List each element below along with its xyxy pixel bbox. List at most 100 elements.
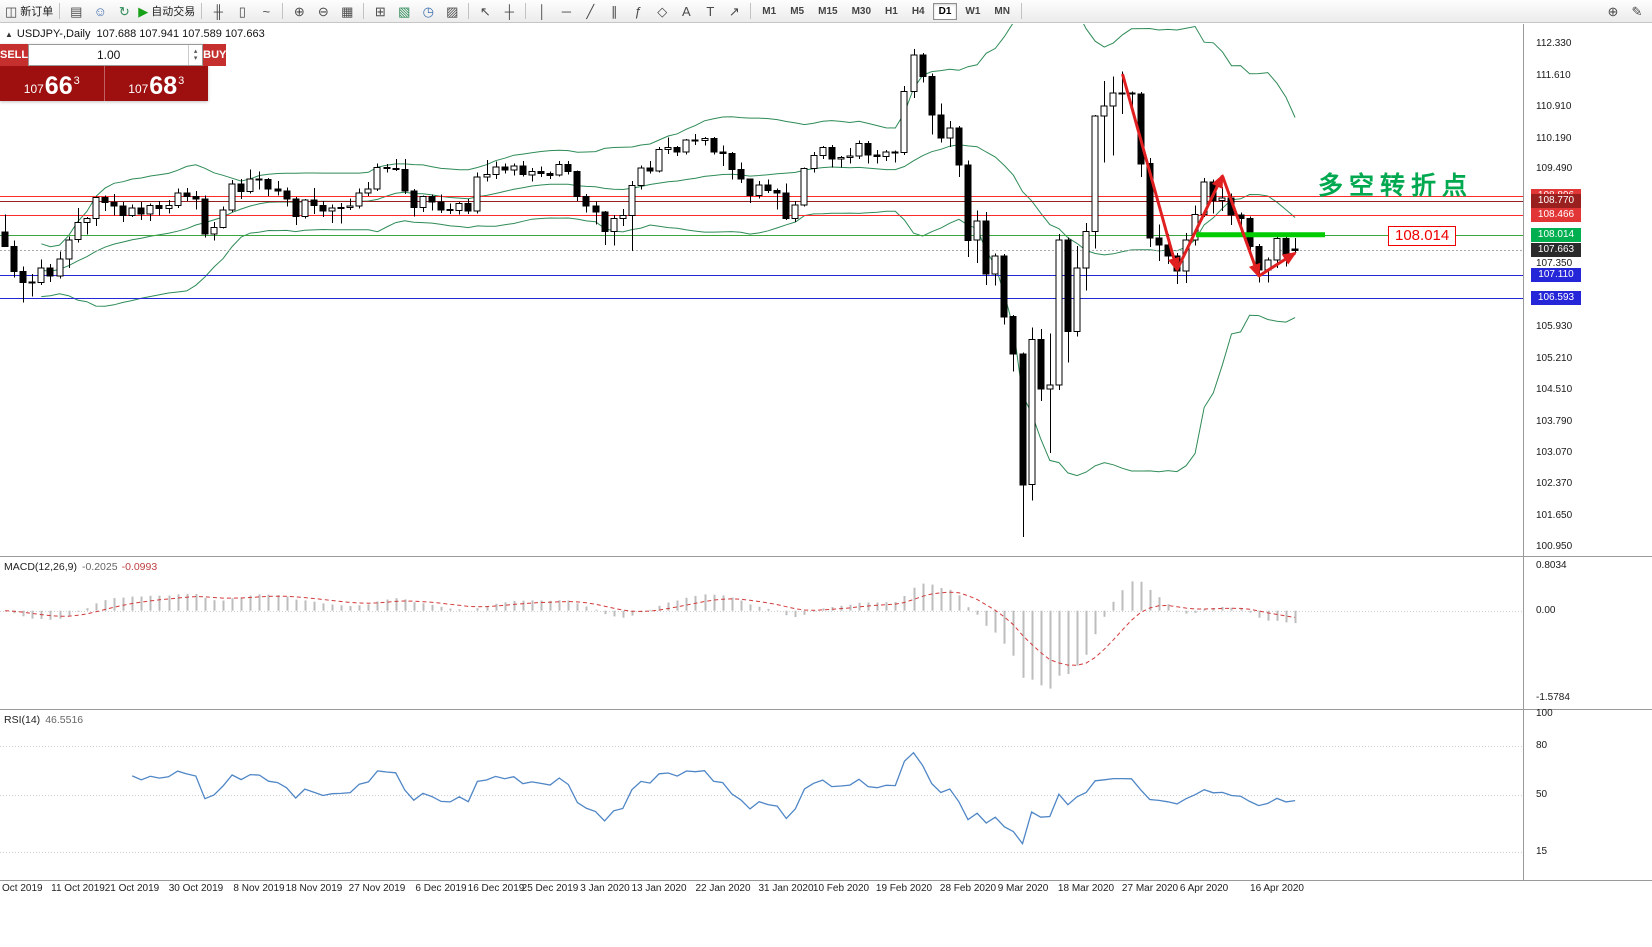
date-axis-label: 10 Feb 2020 [812, 883, 870, 894]
rsi-canvas[interactable] [0, 711, 1523, 879]
price-axis-label: 104.510 [1536, 384, 1573, 395]
arrow-tools-icon[interactable]: ↗ [722, 2, 746, 21]
symbol-title: USDJPY-,Daily [16, 28, 91, 40]
buy-price-display[interactable]: 107 68 3 [105, 66, 209, 101]
sell-price-display[interactable]: 107 66 3 [0, 66, 104, 101]
candlestick-icon: ▯ [238, 3, 246, 19]
panel-separator [0, 880, 1652, 881]
new-order-icon: ◫ [5, 3, 18, 19]
refresh-icon: ↻ [118, 3, 130, 19]
buy-price-bigfigure: 107 [128, 82, 149, 96]
sell-button[interactable]: SELL [0, 44, 29, 66]
magnifier-icon[interactable]: ⊕ [1601, 2, 1625, 21]
fibonacci-icon[interactable]: ƒ [626, 2, 650, 21]
price-axis-label: 109.490 [1536, 163, 1573, 174]
profile-icon[interactable]: ☺ [88, 2, 112, 21]
date-axis-label: 6 Dec 2019 [415, 883, 467, 894]
price-level-badge: 106.593 [1531, 291, 1581, 305]
date-axis-label: 25 Dec 2019 [521, 883, 579, 894]
date-axis-label: 16 Apr 2020 [1250, 883, 1304, 894]
label-icon[interactable]: T [698, 2, 722, 21]
line-chart-icon: ~ [262, 3, 271, 19]
horizontal-line-icon[interactable]: ─ [554, 2, 578, 21]
volume-field: ▴ ▾ [28, 44, 204, 66]
shapes-icon[interactable]: ◇ [650, 2, 674, 21]
tile-windows-icon[interactable]: ⊞ [368, 2, 392, 21]
price-axis-label: 112.330 [1536, 38, 1572, 49]
volume-increase-button[interactable]: ▴ [193, 48, 198, 55]
price-axis-label: 110.190 [1536, 133, 1572, 144]
bar-chart-icon[interactable]: ╫ [206, 2, 230, 21]
timeframe-m1[interactable]: M1 [762, 5, 777, 17]
date-axis-label: 6 Apr 2020 [1179, 883, 1229, 894]
date-axis-label: 21 Oct 2019 [104, 883, 160, 894]
date-axis-label: 28 Feb 2020 [939, 883, 997, 894]
zoom-out-icon[interactable]: ⊖ [311, 2, 335, 21]
buy-price-point: 3 [178, 75, 185, 87]
toolbar-separator [59, 3, 61, 19]
pencil-icon: ✎ [1631, 3, 1643, 19]
timeframe-d1[interactable]: D1 [932, 2, 958, 20]
chart-symbol-label: ▲ USDJPY-,Daily 107.688 107.941 107.589 10… [5, 28, 265, 40]
templates-icon[interactable]: ▨ [440, 2, 464, 21]
timeframe-h4[interactable]: H4 [911, 5, 925, 17]
period-clock-icon[interactable]: ◷ [416, 2, 440, 21]
pencil-icon[interactable]: ✎ [1625, 2, 1649, 21]
volume-decrease-button[interactable]: ▾ [193, 55, 198, 62]
charts-icon[interactable]: ▤ [64, 2, 88, 21]
panel-separator[interactable] [0, 556, 1652, 557]
line-chart-icon[interactable]: ~ [254, 2, 278, 21]
label-icon: T [706, 3, 715, 19]
macd-indicator-label: MACD(12,26,9) -0.2025 -0.0993 [4, 561, 157, 573]
panel-separator[interactable] [0, 709, 1652, 710]
timeframe-m15[interactable]: M15 [818, 5, 838, 17]
timeframe-w1[interactable]: W1 [965, 5, 981, 17]
timeframe-h1[interactable]: H1 [885, 5, 898, 17]
crosshair-icon[interactable]: ┼ [497, 2, 521, 21]
buy-button[interactable]: BUY [203, 44, 227, 66]
grid-icon[interactable]: ▦ [335, 2, 359, 21]
price-level-badge: 108.770 [1531, 194, 1581, 208]
bar-chart-icon: ╫ [213, 3, 223, 19]
trendline-icon[interactable]: ╱ [578, 2, 602, 21]
timeframe-m5[interactable]: M5 [790, 5, 805, 17]
price-divider [103, 66, 105, 101]
text-icon: A [681, 3, 691, 19]
date-axis-label: 18 Nov 2019 [285, 883, 343, 894]
toolbar-separator [525, 3, 527, 19]
new-order-button[interactable]: ◫ 新订单 [3, 2, 55, 21]
price-level-badge: 108.014 [1531, 228, 1581, 242]
price-axis-label: 111.610 [1536, 70, 1571, 81]
candlestick-icon[interactable]: ▯ [230, 2, 254, 21]
cursor-icon[interactable]: ↖ [473, 2, 497, 21]
price-axis-label: 103.070 [1536, 447, 1573, 458]
text-icon[interactable]: A [674, 2, 698, 21]
timeframe-m30[interactable]: M30 [851, 5, 872, 17]
price-axis-label: 105.930 [1536, 321, 1573, 332]
channel-icon[interactable]: ∥ [602, 2, 626, 21]
macd-main-value: -0.2025 [81, 561, 118, 573]
rsi-axis-label: 80 [1536, 740, 1548, 751]
date-axis-label: 31 Jan 2020 [758, 883, 814, 894]
date-axis-label: 18 Mar 2020 [1057, 883, 1115, 894]
period-clock-icon: ◷ [422, 3, 434, 19]
price-level-badge: 107.663 [1531, 243, 1581, 257]
autotrading-button[interactable]: ▶ 自动交易 [136, 2, 197, 21]
turning-point-annotation[interactable]: 多空转折点 [1318, 172, 1474, 200]
magnifier-icon: ⊕ [1607, 3, 1619, 19]
price-axis[interactable]: 112.330 111.610 110.910 110.190 109.490 108.7… [1524, 0, 1652, 947]
timeframe-mn[interactable]: MN [994, 5, 1010, 17]
rsi-value: 46.5516 [45, 714, 84, 726]
refresh-icon[interactable]: ↻ [112, 2, 136, 21]
vertical-line-icon[interactable]: │ [530, 2, 554, 21]
support-price-label[interactable]: 108.014 [1388, 226, 1457, 246]
time-axis[interactable]: Oct 2019 11 Oct 2019 21 Oct 2019 30 Oct 201… [0, 881, 1523, 897]
main-chart-canvas[interactable] [0, 24, 1523, 556]
one-click-toggle-icon[interactable]: ▲ [5, 30, 13, 39]
volume-spinner: ▴ ▾ [188, 45, 202, 65]
zoom-in-icon[interactable]: ⊕ [287, 2, 311, 21]
volume-input[interactable] [29, 45, 189, 65]
macd-canvas[interactable] [0, 558, 1523, 708]
grid-icon: ▦ [341, 3, 354, 19]
new-chart-icon[interactable]: ▧ [392, 2, 416, 21]
